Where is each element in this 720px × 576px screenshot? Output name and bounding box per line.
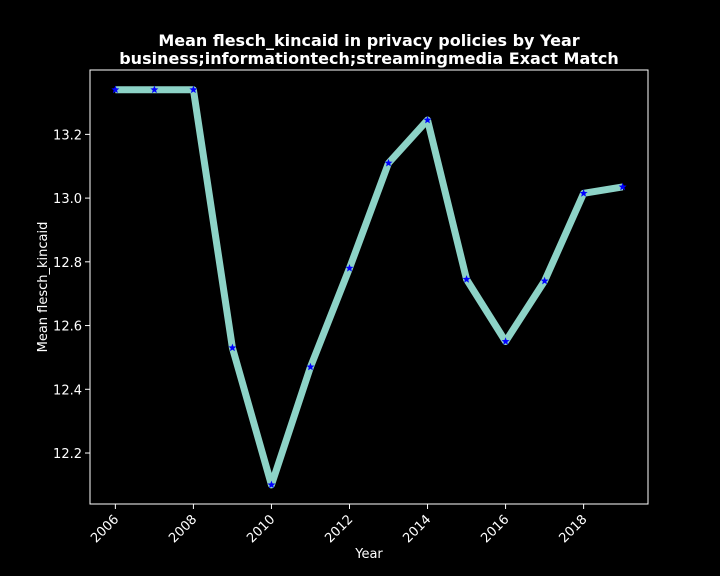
data-point-marker xyxy=(462,275,471,283)
y-axis-label: Mean flesch_kincaid xyxy=(36,222,51,353)
data-point-marker xyxy=(423,115,432,124)
chart-subtitle: business;informationtech;streamingmedia … xyxy=(119,49,619,68)
data-point-marker xyxy=(540,276,549,285)
y-tick-label: 12.6 xyxy=(53,320,82,335)
data-point-marker xyxy=(306,362,315,371)
data-point-marker xyxy=(579,189,588,197)
data-point-marker xyxy=(111,85,120,94)
y-tick-label: 12.2 xyxy=(53,447,82,462)
data-point-marker xyxy=(501,337,510,345)
x-axis-label: Year xyxy=(354,547,383,562)
data-point-marker xyxy=(384,158,393,167)
axes-frame xyxy=(89,69,649,505)
data-point-marker xyxy=(189,85,198,94)
y-tick-label: 12.4 xyxy=(53,383,82,398)
y-tick-label: 13.2 xyxy=(53,128,82,143)
data-point-marker xyxy=(228,343,237,352)
data-point-marker xyxy=(150,85,159,94)
data-point-marker xyxy=(345,264,354,272)
y-tick-label: 12.8 xyxy=(53,256,82,271)
series-line xyxy=(115,86,624,489)
data-point-marker xyxy=(267,480,276,489)
chart-title: Mean flesch_kincaid in privacy policies … xyxy=(158,31,579,50)
data-point-marker xyxy=(618,182,627,191)
y-tick-label: 13.0 xyxy=(53,192,82,207)
